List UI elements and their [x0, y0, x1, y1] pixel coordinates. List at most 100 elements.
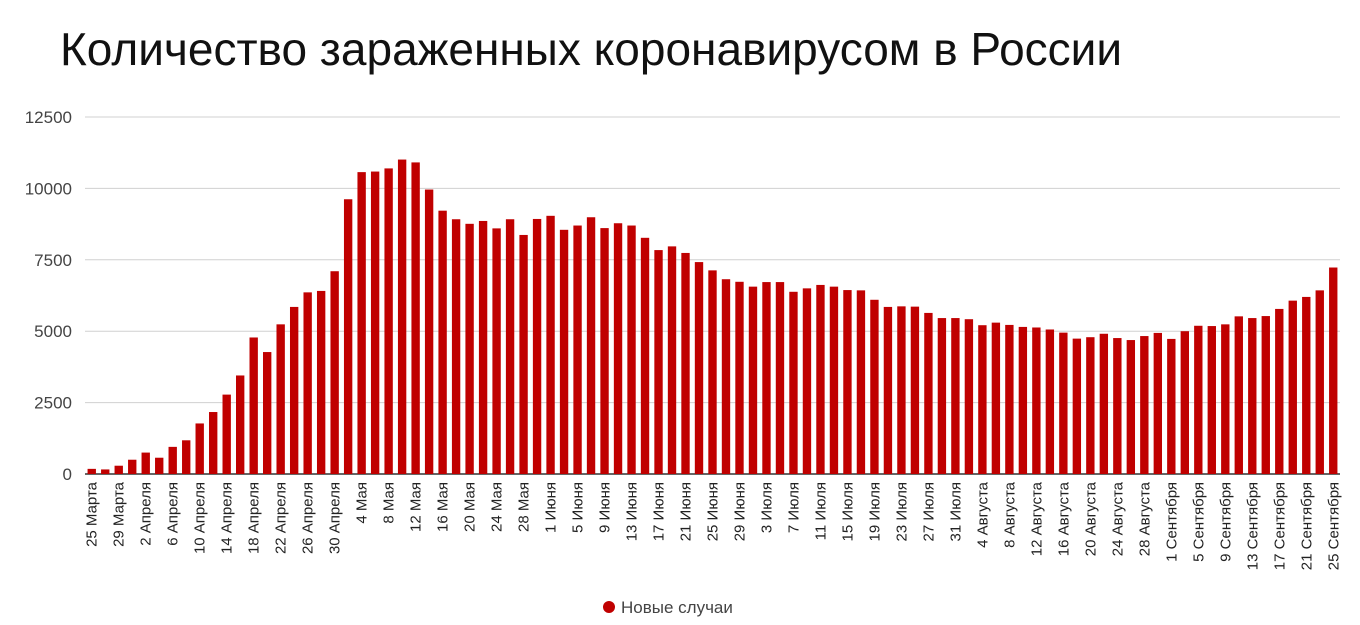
bar	[1113, 338, 1122, 474]
x-tick-label: 13 Сентября	[1244, 482, 1261, 570]
bar	[128, 459, 137, 474]
bar	[289, 306, 299, 474]
bar	[613, 223, 623, 474]
bar	[681, 252, 690, 474]
bar	[843, 290, 852, 474]
x-tick-label: 1 Июня	[543, 482, 560, 533]
bar	[1234, 316, 1243, 474]
bar	[1207, 326, 1216, 474]
bar	[438, 210, 447, 474]
x-tick-label: 22 Апреля	[273, 482, 290, 554]
x-tick-label: 27 Июля	[920, 482, 937, 541]
y-tick-label: 2500	[34, 394, 72, 413]
bar	[546, 215, 555, 474]
x-tick-label: 9 Июня	[597, 482, 614, 533]
bar	[1059, 332, 1068, 474]
bar	[654, 250, 663, 474]
y-tick-label: 0	[63, 465, 72, 484]
bar	[370, 171, 380, 474]
bar	[303, 292, 312, 474]
bar	[694, 262, 704, 474]
bar	[1126, 340, 1136, 474]
x-tick-label: 20 Августа	[1082, 481, 1099, 556]
bar	[249, 337, 258, 474]
bar	[1072, 338, 1082, 474]
y-tick-label: 7500	[34, 251, 72, 270]
bar	[357, 172, 366, 475]
bar	[141, 452, 150, 474]
bar	[411, 162, 420, 474]
x-tick-label: 4 Мая	[354, 482, 371, 524]
x-tick-label: 23 Июля	[893, 482, 910, 541]
x-tick-label: 31 Июля	[947, 482, 964, 541]
x-tick-label: 12 Августа	[1028, 481, 1045, 556]
legend-label-new-cases: Новые случаи	[621, 598, 733, 617]
bar	[559, 229, 569, 474]
bar	[209, 412, 218, 474]
bar	[87, 468, 96, 474]
bar	[1275, 308, 1284, 474]
legend: Новые случаи	[603, 598, 733, 617]
bar	[978, 325, 987, 474]
bar	[883, 306, 893, 474]
bar	[573, 225, 582, 474]
y-axis-ticks: 0 2500 5000 7500 10000 12500	[25, 108, 72, 484]
x-tick-label: 8 Мая	[381, 482, 398, 524]
x-tick-label: 26 Апреля	[300, 482, 317, 554]
bar	[1261, 316, 1270, 474]
bar	[316, 290, 326, 474]
bar	[627, 225, 636, 474]
x-axis-ticks: 25 Марта 29 Марта 2 Апреля 6 Апреля 10 Апрел…	[84, 481, 1343, 570]
bar	[505, 219, 515, 474]
bar	[897, 306, 906, 474]
bar	[991, 322, 1001, 474]
bar	[748, 286, 758, 474]
bar	[114, 465, 123, 474]
bar	[951, 318, 960, 474]
bar	[465, 223, 474, 474]
x-tick-label: 5 Июня	[570, 482, 587, 533]
bars	[87, 159, 1338, 475]
bar	[1032, 327, 1041, 474]
bar	[343, 199, 353, 474]
x-tick-label: 6 Апреля	[165, 482, 182, 546]
bar	[222, 394, 231, 474]
bar	[829, 286, 839, 474]
bar	[775, 282, 785, 474]
bar	[910, 306, 920, 474]
bar	[168, 446, 177, 474]
bar	[762, 282, 771, 474]
x-tick-label: 24 Августа	[1109, 481, 1126, 556]
x-tick-label: 16 Мая	[435, 482, 452, 532]
x-tick-label: 11 Июля	[812, 482, 829, 540]
bar	[1315, 290, 1324, 474]
x-tick-label: 5 Сентября	[1190, 482, 1207, 562]
x-tick-label: 18 Апреля	[246, 482, 263, 554]
bar	[236, 375, 245, 474]
bar	[870, 299, 879, 474]
bar	[1302, 296, 1311, 474]
bar	[532, 218, 542, 474]
x-tick-label: 30 Апреля	[327, 482, 344, 554]
x-tick-label: 25 Сентября	[1325, 482, 1342, 570]
x-tick-label: 3 Июля	[758, 482, 775, 533]
chart-title: Количество зараженных коронавирусом в Ро…	[60, 23, 1123, 75]
bar	[667, 246, 677, 474]
bar	[816, 284, 825, 474]
bar	[1194, 325, 1203, 474]
bar	[519, 234, 528, 474]
x-tick-label: 1 Сентября	[1163, 482, 1180, 562]
bar	[424, 189, 434, 474]
bar	[1153, 332, 1163, 474]
x-tick-label: 15 Июля	[839, 482, 856, 541]
x-tick-label: 7 Июля	[785, 482, 802, 533]
bar	[1099, 333, 1109, 474]
bar	[1018, 326, 1028, 474]
x-tick-label: 21 Июня	[678, 482, 695, 541]
bar	[789, 291, 798, 474]
bar	[802, 288, 812, 474]
x-tick-label: 17 Июня	[651, 482, 668, 541]
bar	[735, 281, 744, 474]
bar	[1140, 336, 1149, 474]
x-tick-label: 17 Сентября	[1271, 482, 1288, 570]
